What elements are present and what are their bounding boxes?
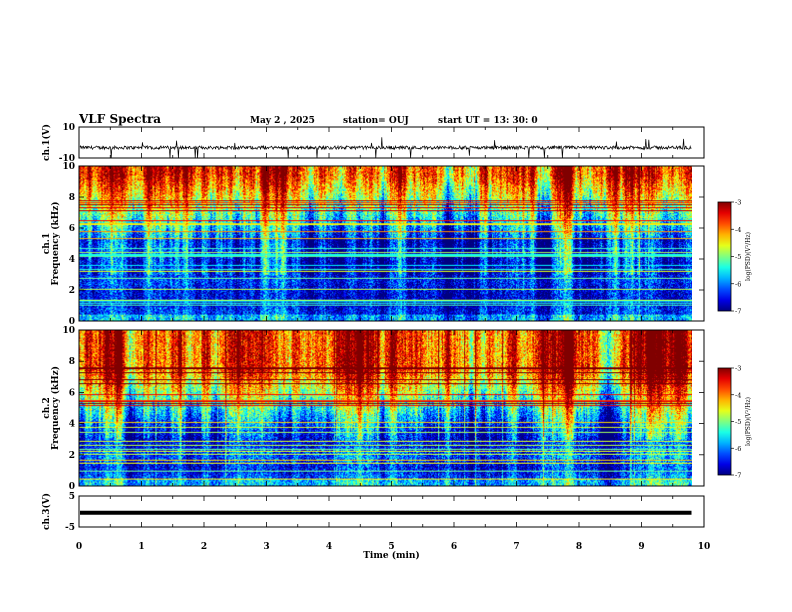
x-axis-label: Time (min) (363, 550, 420, 561)
colorbar-tick-label: -5 (735, 418, 741, 426)
ch2-spectrogram-panel: 0 2 4 6 8 10 ch.2 Frequency (kHz) (42, 326, 705, 492)
colorbar-tick-label: -7 (735, 308, 741, 316)
start-time-label: start UT = 13: 30: 0 (438, 116, 538, 126)
ch1-colorbar: -3 -4 -5 -6 -7 log(PSD)(V²/Hz) (717, 199, 752, 316)
y-tick-label: 8 (69, 193, 75, 203)
x-tick-label: 9 (638, 542, 644, 552)
figure-title: VLF Spectra (78, 112, 161, 126)
colorbar-label: log(PSD)(V²/Hz) (745, 397, 752, 446)
y-axis-label: ch.1 (42, 233, 52, 254)
x-tick-label: 0 (76, 542, 82, 552)
y-tick-label: 2 (69, 451, 75, 461)
y-tick-label: -10 (59, 154, 75, 164)
spectrogram-image (79, 330, 692, 486)
y-tick-label: 6 (69, 388, 75, 398)
colorbar-tick-label: -4 (735, 391, 741, 399)
ch1-spectrogram-panel: 0 2 4 6 8 10 ch.1 Frequency (kHz) (42, 162, 705, 327)
ch1-waveform-trace (79, 137, 692, 159)
y-tick-label: 4 (69, 420, 75, 430)
colorbar-tick-label: -3 (735, 365, 741, 373)
y-tick-label: 8 (69, 357, 75, 367)
y-axis-label: Frequency (kHz) (50, 366, 61, 450)
ch1-waveform-panel: 10 -10 ch.1(V) (41, 123, 705, 164)
y-tick-label: 10 (62, 326, 75, 336)
x-tick-label: 1 (138, 542, 144, 552)
ch2-colorbar: -3 -4 -5 -6 -7 log(PSD)(V²/Hz) (717, 365, 752, 480)
colorbar-tick-label: -5 (735, 253, 741, 261)
station-label: station= OUJ (343, 116, 409, 126)
y-tick-label: 0 (69, 482, 75, 492)
y-axis-label: ch.1(V) (41, 124, 52, 161)
colorbar-gradient (717, 201, 732, 312)
colorbar-tick-label: -7 (735, 472, 741, 480)
y-tick-label: 0 (69, 317, 75, 327)
x-tick-label: 6 (451, 542, 457, 552)
x-tick-label: 10 (698, 542, 711, 552)
y-axis-label: ch.2 (42, 397, 52, 418)
y-tick-label: 10 (62, 162, 75, 172)
colorbar-tick-label: -4 (735, 226, 741, 234)
colorbar-label: log(PSD)(V²/Hz) (745, 232, 752, 281)
colorbar-tick-label: -6 (735, 280, 741, 288)
colorbar-tick-label: -3 (735, 199, 741, 207)
y-tick-label: 4 (69, 255, 75, 265)
y-tick-label: -5 (65, 523, 75, 533)
x-tick-label: 3 (263, 542, 269, 552)
x-axis: 0 1 2 3 4 5 6 7 8 9 10 Time (min) (76, 542, 710, 561)
x-tick-label: 5 (388, 542, 394, 552)
x-tick-label: 8 (576, 542, 582, 552)
x-tick-label: 2 (201, 542, 207, 552)
date-label: May 2 , 2025 (250, 116, 315, 126)
y-axis-label: Frequency (kHz) (50, 201, 61, 285)
y-tick-label: 2 (69, 286, 75, 296)
y-tick-label: 5 (69, 492, 75, 502)
spectrogram-image (79, 166, 692, 321)
y-tick-label: 10 (62, 123, 75, 133)
y-tick-label: 6 (69, 224, 75, 234)
ch3-waveform-panel: 5 -5 ch.3(V) (41, 492, 705, 533)
x-tick-label: 7 (513, 542, 519, 552)
colorbar-tick-label: -6 (735, 445, 741, 453)
y-axis-label: ch.3(V) (41, 493, 52, 530)
x-tick-label: 4 (326, 542, 332, 552)
colorbar-gradient (717, 367, 732, 476)
